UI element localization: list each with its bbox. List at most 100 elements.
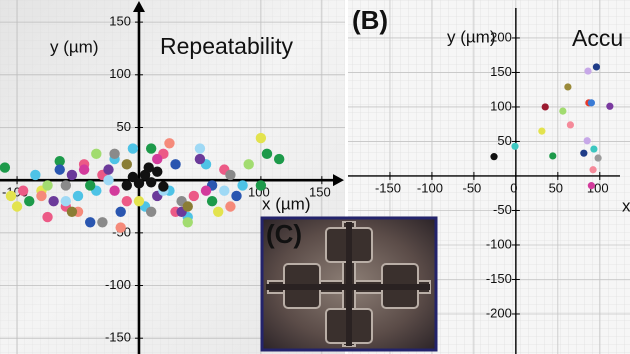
point <box>243 159 254 170</box>
panel-b: -150 -100 -50 0 50 100-200-150-100-5050100150… <box>348 0 630 354</box>
point <box>127 143 139 154</box>
point <box>0 162 11 173</box>
point <box>54 155 65 167</box>
y-tick-label: 150 <box>490 64 512 79</box>
y-tick-label: 100 <box>490 98 512 113</box>
y-axis-arrow <box>132 1 145 12</box>
point <box>60 196 72 207</box>
point <box>145 177 157 188</box>
point <box>564 83 572 91</box>
point <box>145 143 157 154</box>
point <box>566 121 575 129</box>
point <box>583 137 591 145</box>
x-tick-label: -150 <box>375 180 401 195</box>
point <box>589 166 597 174</box>
point <box>225 169 236 181</box>
y-tick-label: -200 <box>486 305 512 320</box>
point <box>200 185 212 196</box>
point <box>48 196 59 207</box>
x-tick-label: 50 <box>549 180 563 195</box>
y-tick-label: 150 <box>109 14 131 29</box>
point <box>103 174 114 186</box>
point <box>60 180 72 191</box>
chart-title: Accu <box>572 25 623 51</box>
point <box>103 164 114 175</box>
point <box>121 180 132 191</box>
inset-photo: (C) <box>260 216 438 352</box>
point <box>42 180 53 191</box>
point <box>549 152 557 160</box>
x-axis-arrow <box>333 174 344 187</box>
photo-cross <box>266 221 431 347</box>
point <box>133 196 145 207</box>
y-tick-label: -150 <box>105 330 131 345</box>
point <box>592 63 601 71</box>
y-axis-label: y (µm) <box>447 27 496 46</box>
y-tick-label: 50 <box>117 119 131 134</box>
point <box>66 206 78 217</box>
point <box>580 149 588 157</box>
point <box>255 180 267 191</box>
point <box>54 164 65 175</box>
point <box>115 206 126 217</box>
point <box>590 145 598 153</box>
point <box>213 206 224 217</box>
point <box>541 103 549 111</box>
point <box>143 162 154 173</box>
x-tick-label: -50 <box>462 180 481 195</box>
point <box>182 201 193 212</box>
point <box>225 201 236 212</box>
point <box>78 164 90 175</box>
point <box>158 181 169 192</box>
point <box>121 159 132 170</box>
y-tick-label: -100 <box>105 277 131 292</box>
point <box>219 185 230 196</box>
point <box>24 196 35 207</box>
x-tick-label: 150 <box>309 185 331 200</box>
point <box>91 148 102 160</box>
point <box>121 196 132 207</box>
point <box>30 169 41 181</box>
point <box>72 190 84 202</box>
x-tick-label: 0 <box>510 180 517 195</box>
point <box>559 107 567 115</box>
point <box>152 153 163 165</box>
point <box>606 102 614 110</box>
panel-label: (B) <box>352 5 388 35</box>
x-axis-label: x <box>622 196 630 215</box>
y-tick-label: 200 <box>490 29 512 44</box>
point <box>194 143 206 154</box>
panel-gap <box>345 0 348 354</box>
point <box>231 190 242 202</box>
y-tick-label: 50 <box>497 133 511 148</box>
point <box>538 127 546 135</box>
point <box>97 217 108 228</box>
point <box>584 67 592 75</box>
point <box>115 222 126 233</box>
point <box>36 190 47 202</box>
point <box>109 185 120 196</box>
point <box>170 159 181 170</box>
point <box>261 148 273 160</box>
point <box>145 206 157 217</box>
point <box>511 142 519 150</box>
point <box>273 153 285 165</box>
y-tick-label: -50 <box>493 202 512 217</box>
x-tick-label: -100 <box>417 180 443 195</box>
point <box>182 217 193 228</box>
point <box>42 211 53 223</box>
point <box>66 169 78 181</box>
point <box>594 154 602 162</box>
point <box>255 132 267 144</box>
y-tick-label: 100 <box>109 66 131 81</box>
point <box>206 196 218 207</box>
point <box>164 138 175 149</box>
point <box>194 153 206 165</box>
point <box>237 180 248 191</box>
point <box>109 148 120 160</box>
x-axis-label: x (µm) <box>262 194 311 213</box>
point <box>152 166 163 177</box>
point <box>188 190 200 202</box>
